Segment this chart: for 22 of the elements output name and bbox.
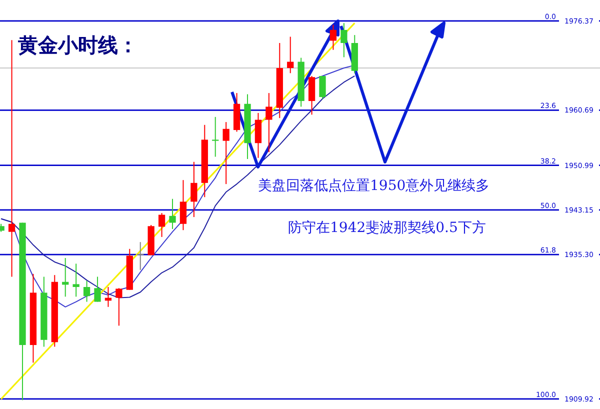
text: 黄金小时线：: [17, 33, 138, 57]
candlestick: [222, 122, 230, 185]
candlestick: [8, 40, 16, 278]
candlestick: [340, 22, 348, 58]
candlestick: [137, 242, 144, 270]
annotation: 美盘回落低点位置1950意外见继续多: [258, 178, 490, 194]
candlestick: [116, 288, 122, 326]
candlestick: [308, 75, 316, 116]
candlestick: [212, 116, 219, 158]
candlestick: [190, 161, 198, 218]
candlestick: [180, 180, 187, 231]
candlestick: [72, 263, 80, 298]
candlestick: [319, 75, 326, 100]
candlestick: [158, 212, 166, 238]
candlestick: [83, 280, 90, 302]
candlestick: [330, 24, 337, 50]
candlestick: [94, 276, 101, 302]
candlestick: [287, 36, 294, 74]
candlestick: [169, 198, 176, 230]
candlestick: [266, 92, 272, 153]
candlestick: [254, 112, 262, 158]
annotation: 防守在1942斐波那契线0.5下方: [288, 220, 486, 236]
